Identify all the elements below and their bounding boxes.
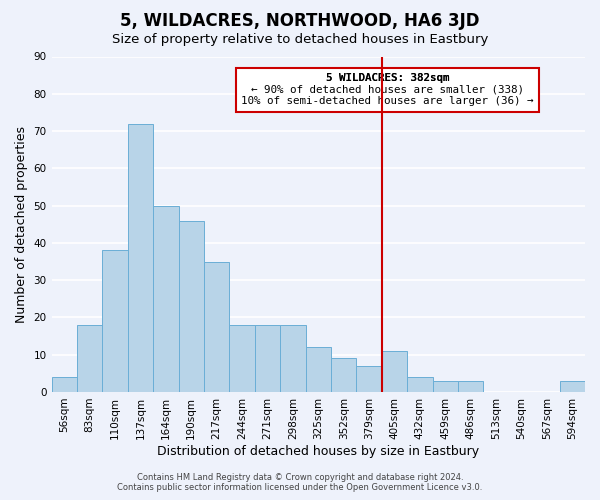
Text: Contains HM Land Registry data © Crown copyright and database right 2024.
Contai: Contains HM Land Registry data © Crown c… bbox=[118, 473, 482, 492]
Bar bbox=[433, 381, 458, 392]
Text: 5 WILDACRES: 382sqm
← 90% of detached houses are smaller (338)
10% of semi-detac: 5 WILDACRES: 382sqm ← 90% of detached ho… bbox=[241, 74, 534, 106]
Y-axis label: Number of detached properties: Number of detached properties bbox=[15, 126, 28, 322]
Text: 5 WILDACRES: 382sqm: 5 WILDACRES: 382sqm bbox=[326, 74, 449, 118]
Bar bbox=[305, 347, 331, 392]
Bar bbox=[560, 381, 585, 392]
Bar bbox=[204, 262, 229, 392]
Bar bbox=[52, 377, 77, 392]
X-axis label: Distribution of detached houses by size in Eastbury: Distribution of detached houses by size … bbox=[157, 444, 479, 458]
Bar bbox=[153, 206, 179, 392]
Bar bbox=[103, 250, 128, 392]
Bar bbox=[77, 325, 103, 392]
Bar bbox=[458, 381, 484, 392]
Bar bbox=[179, 220, 204, 392]
Bar bbox=[407, 377, 433, 392]
Bar bbox=[382, 351, 407, 392]
Bar bbox=[356, 366, 382, 392]
Text: 5, WILDACRES, NORTHWOOD, HA6 3JD: 5, WILDACRES, NORTHWOOD, HA6 3JD bbox=[120, 12, 480, 30]
Bar bbox=[229, 325, 255, 392]
Bar bbox=[128, 124, 153, 392]
Bar bbox=[331, 358, 356, 392]
Bar bbox=[280, 325, 305, 392]
Bar bbox=[255, 325, 280, 392]
Text: Size of property relative to detached houses in Eastbury: Size of property relative to detached ho… bbox=[112, 32, 488, 46]
